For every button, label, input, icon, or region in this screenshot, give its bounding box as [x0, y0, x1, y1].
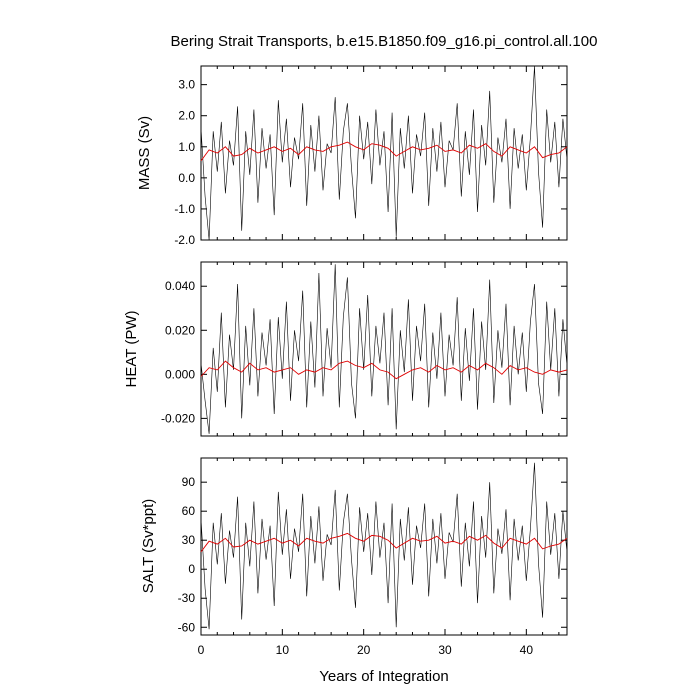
salt-monthly-series — [200, 462, 568, 630]
mass-plot-frame — [200, 65, 568, 241]
salt-x-ticks: 0 10 20 30 40 — [198, 458, 560, 657]
salt-y-tick-label: -30 — [178, 591, 196, 605]
heat-panel: -0.020 0.000 0.020 0.040 HEAT (PW) — [123, 261, 568, 437]
salt-y-tick-label: 0 — [188, 562, 195, 576]
heat-y-tick-label: 0.020 — [165, 323, 195, 337]
heat-plot-frame — [200, 261, 568, 437]
salt-x-tick-label: 10 — [276, 643, 290, 657]
salt-x-tick-label: 20 — [357, 643, 371, 657]
mass-monthly-series — [200, 65, 568, 241]
heat-y-tick-label: 0.000 — [165, 367, 195, 381]
salt-x-tick-label: 0 — [198, 643, 205, 657]
salt-plot-frame — [200, 457, 568, 636]
salt-y-tick-label: 30 — [182, 533, 196, 547]
mass-running-mean-series — [200, 141, 568, 162]
mass-panel: -2.0 -1.0 0.0 1.0 2.0 3.0 MASS (Sv) — [136, 65, 568, 247]
salt-y-tick-label: -60 — [178, 620, 196, 634]
salt-y-ticks: -60 -30 0 30 60 90 — [178, 475, 567, 634]
salt-y-axis-label: SALT (Sv*ppt) — [140, 499, 157, 593]
mass-y-tick-label: 2.0 — [178, 109, 195, 123]
salt-x-tick-label: 40 — [520, 643, 534, 657]
heat-x-ticks — [200, 262, 560, 436]
x-axis-label: Years of Integration — [319, 668, 449, 685]
salt-y-tick-label: 60 — [182, 504, 196, 518]
heat-running-mean-series — [200, 360, 568, 380]
mass-y-axis-label: MASS (Sv) — [136, 116, 153, 190]
heat-y-tick-label: 0.040 — [165, 279, 195, 293]
salt-panel: -60 -30 0 30 60 90 0 10 20 30 40 SALT (Sv*ppt) — [140, 457, 568, 657]
mass-y-tick-label: -1.0 — [174, 202, 195, 216]
heat-y-axis-label: HEAT (PW) — [123, 311, 140, 388]
mass-y-tick-label: 3.0 — [178, 78, 195, 92]
heat-y-tick-label: -0.020 — [161, 411, 195, 425]
mass-y-tick-label: -2.0 — [174, 233, 195, 247]
mass-x-ticks — [200, 66, 560, 240]
heat-y-ticks: -0.020 0.000 0.020 0.040 — [161, 279, 567, 425]
heat-monthly-series — [200, 264, 568, 434]
salt-x-tick-label: 30 — [438, 643, 452, 657]
salt-y-tick-label: 90 — [182, 475, 196, 489]
salt-running-mean-series — [200, 532, 568, 553]
mass-y-tick-label: 0.0 — [178, 171, 195, 185]
mass-y-tick-label: 1.0 — [178, 140, 195, 154]
chart-title: Bering Strait Transports, b.e15.B1850.f0… — [171, 33, 598, 50]
